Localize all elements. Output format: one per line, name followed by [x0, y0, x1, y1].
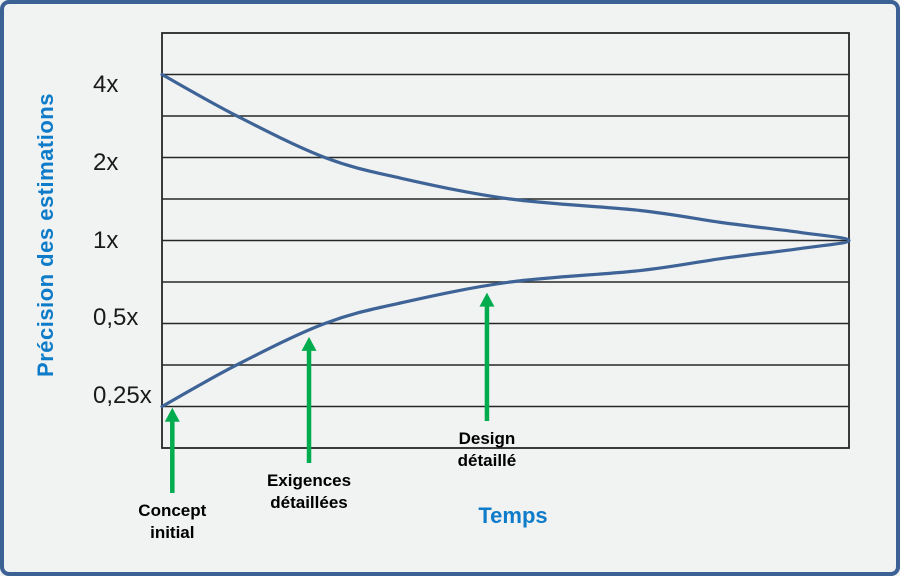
- annotation-line: détaillées: [270, 493, 348, 512]
- x-axis-title: Temps: [478, 503, 548, 528]
- y-axis-title: Précision des estimations: [33, 93, 58, 377]
- annotation-arrow-head: [479, 292, 495, 307]
- y-tick-0-5x: 0,5x: [93, 304, 139, 332]
- cone-curve: [160, 72, 851, 409]
- y-tick-2x: 2x: [93, 148, 119, 176]
- annotation-line: Concept: [138, 501, 207, 520]
- annotation-line: détaillé: [457, 451, 517, 470]
- annotation-arrow-head: [164, 407, 180, 422]
- annotation-exigences-detaillees: Exigences détaillées: [267, 470, 351, 514]
- y-tick-0-25x: 0,25x: [93, 382, 152, 409]
- annotation-line: initial: [150, 523, 195, 542]
- y-tick-1x: 1x: [93, 226, 119, 254]
- annotation-line: Design: [458, 429, 516, 448]
- annotation-design-detaille: Design détaillé: [458, 428, 517, 472]
- annotation-arrow-head: [301, 336, 317, 351]
- annotation-line: Exigences: [266, 471, 352, 490]
- y-tick-4x: 4x: [93, 71, 119, 98]
- annotation-concept-initial: Concept initial: [138, 500, 206, 544]
